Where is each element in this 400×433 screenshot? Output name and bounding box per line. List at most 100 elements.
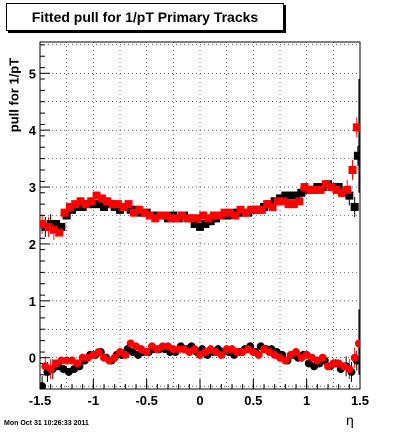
data-point-circle — [292, 348, 300, 357]
data-point-square — [263, 200, 272, 209]
x-axis-label: η — [346, 412, 354, 428]
data-point-square — [40, 220, 47, 229]
data-point-square — [225, 208, 234, 217]
data-point-square — [108, 200, 117, 209]
data-point-square — [167, 214, 176, 223]
data-point-circle — [254, 350, 263, 359]
data-point-square — [231, 211, 240, 220]
y-tick-label: 5 — [29, 66, 36, 81]
data-point-square — [321, 180, 330, 189]
data-point-square — [352, 123, 360, 132]
data-point-square — [286, 191, 295, 200]
data-point-square — [199, 211, 208, 220]
data-point-square — [94, 200, 103, 209]
x-tick-label: -1 — [88, 393, 100, 408]
data-point-square — [215, 211, 224, 220]
data-point-circle — [318, 353, 327, 362]
data-point-square — [55, 228, 64, 237]
x-tick-label: 1 — [303, 393, 310, 408]
data-point-square — [124, 200, 133, 209]
timestamp: Mon Oct 31 10:26:33 2011 — [4, 420, 89, 427]
data-point-square — [350, 202, 359, 211]
data-point-square — [247, 205, 256, 214]
data-point-square — [305, 185, 314, 194]
data-points — [40, 123, 360, 389]
data-point-square — [65, 202, 74, 211]
data-point-square — [220, 208, 229, 217]
data-point-square — [81, 200, 90, 209]
data-point-square — [177, 211, 186, 220]
data-point-circle — [281, 356, 290, 365]
data-point-square — [172, 214, 181, 223]
data-point-square — [57, 222, 66, 231]
data-point-square — [97, 194, 106, 203]
data-point-square — [151, 214, 160, 223]
data-point-circle — [110, 353, 119, 362]
data-point-circle — [73, 359, 82, 368]
data-point-square — [145, 211, 154, 220]
data-point-circle — [190, 345, 199, 354]
y-tick-label: 3 — [29, 180, 36, 195]
data-point-square — [345, 191, 354, 200]
data-point-square — [316, 185, 325, 194]
data-point-square — [295, 197, 304, 206]
x-tick-label: -0.5 — [135, 393, 157, 408]
data-point-square — [190, 220, 199, 229]
data-point-square — [201, 220, 210, 229]
data-point-square — [135, 205, 144, 214]
data-point-circle — [46, 365, 55, 374]
data-point-square — [353, 151, 360, 160]
data-point-square — [332, 185, 341, 194]
data-point-square — [71, 200, 80, 209]
data-point-square — [140, 208, 149, 217]
data-point-square — [209, 211, 218, 220]
data-point-square — [196, 222, 204, 231]
data-point-square — [257, 205, 266, 214]
data-point-circle — [345, 365, 354, 374]
data-point-square — [161, 211, 170, 220]
data-point-square — [204, 214, 213, 223]
data-point-square — [100, 202, 108, 211]
data-point-square — [103, 197, 112, 206]
data-point-square — [273, 197, 282, 206]
data-point-square — [193, 214, 202, 223]
data-point-square — [92, 191, 101, 200]
data-point-square — [327, 183, 336, 192]
data-point-square — [289, 200, 298, 209]
x-tick-label: 1.5 — [351, 393, 369, 408]
data-point-square — [348, 165, 357, 174]
data-point-square — [279, 197, 288, 206]
data-point-circle — [94, 348, 103, 357]
data-point-square — [292, 191, 300, 200]
data-point-square — [183, 214, 192, 223]
data-point-circle — [217, 350, 226, 359]
data-point-square — [52, 220, 60, 229]
x-tick-label: 0 — [196, 393, 203, 408]
tick-labels: -1.5 -1 -0.5 0 0.5 1 1.5 0 1 2 3 4 5 — [29, 66, 369, 408]
data-point-square — [236, 205, 245, 214]
y-tick-label: 2 — [29, 237, 36, 252]
y-tick-label: 0 — [29, 351, 36, 366]
data-point-square — [337, 188, 346, 197]
data-point-square — [49, 225, 58, 234]
chart-title: Fitted pull for 1/pT Primary Tracks — [6, 3, 284, 31]
data-point-circle — [40, 382, 47, 389]
data-point-square — [119, 202, 128, 211]
x-tick-label: -1.5 — [29, 393, 51, 408]
data-point-square — [297, 188, 306, 197]
data-point-square — [241, 208, 250, 217]
data-point-square — [76, 197, 85, 206]
data-point-square — [311, 185, 320, 194]
data-point-square — [300, 183, 309, 192]
data-point-square — [284, 200, 293, 209]
data-point-square — [60, 208, 69, 217]
data-point-square — [113, 200, 122, 209]
data-point-square — [156, 211, 165, 220]
data-point-square — [44, 222, 53, 231]
data-point-square — [87, 197, 96, 206]
data-point-square — [188, 214, 197, 223]
data-point-square — [252, 205, 261, 214]
y-tick-label: 4 — [29, 123, 37, 138]
data-point-circle — [354, 339, 360, 348]
data-point-square — [129, 208, 138, 217]
